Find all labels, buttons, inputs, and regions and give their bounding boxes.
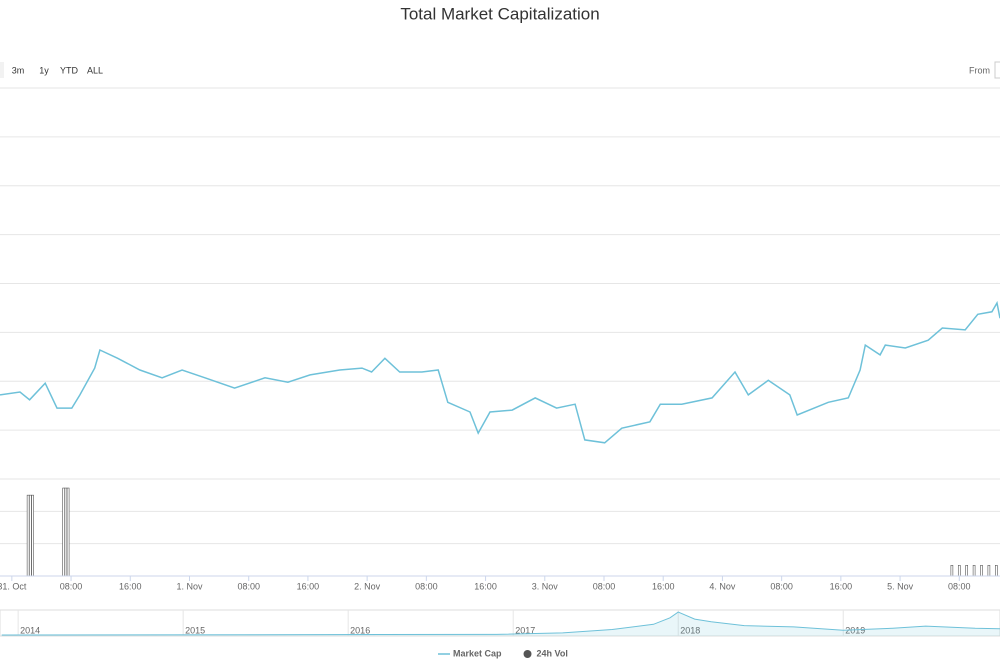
volume-bar [64,487,68,577]
x-tick-label: 16:00 [474,581,497,591]
volume-bar [31,494,34,577]
x-tick-label: 08:00 [60,581,83,591]
x-tick-label: 2018 [680,625,700,635]
x-tick-label: 2019 [845,625,865,635]
legend-symbol [523,650,532,658]
range-button-bg[interactable] [0,62,4,78]
chart-title: Total Market Capitalization [400,4,599,23]
volume-bar [980,565,983,577]
from-input[interactable] [994,61,1000,79]
area-fill [1,612,1000,636]
volume-bar [29,494,32,577]
volume-bar [965,565,968,577]
x-tick-label: 08:00 [415,581,438,591]
volume-bar [26,494,30,577]
legend-label[interactable]: 24h Vol [537,648,568,658]
volume-bar [972,565,976,577]
x-tick-label: 2017 [515,625,535,635]
x-tick-label: 2016 [350,625,370,635]
volume-bar [987,565,991,577]
x-tick-label: 2014 [20,625,40,635]
x-tick-label: 08:00 [770,581,793,591]
x-tick-label: 4. Nov [709,581,736,591]
x-tick-label: 5. Nov [887,581,914,591]
legend-label[interactable]: Market Cap [453,648,502,658]
x-tick-label: 08:00 [593,581,616,591]
volume-bar [957,565,961,577]
volume-bar [994,565,998,577]
x-tick-label: 08:00 [237,581,260,591]
x-tick-label: 2015 [185,625,205,635]
x-tick-label: 08:00 [948,581,971,591]
volume-bar [66,487,70,577]
from-label: From [969,65,990,75]
range-button[interactable]: YTD [60,65,79,75]
x-tick-label: 16:00 [119,581,142,591]
volume-bar [950,565,954,577]
volume-bar [62,487,65,577]
x-tick-label: 31. Oct [0,581,27,591]
navigator-frame [0,609,1000,637]
x-tick-label: 16:00 [830,581,853,591]
area-line [1,611,1000,636]
x-tick-label: 3. Nov [532,581,559,591]
line [0,300,1000,444]
range-button[interactable]: 1y [39,65,49,75]
range-button[interactable]: 3m [12,65,25,75]
range-button[interactable]: ALL [87,65,103,75]
x-tick-label: 16:00 [652,581,675,591]
x-tick-label: 1. Nov [176,581,203,591]
x-tick-label: 2. Nov [354,581,381,591]
x-tick-label: 16:00 [297,581,320,591]
